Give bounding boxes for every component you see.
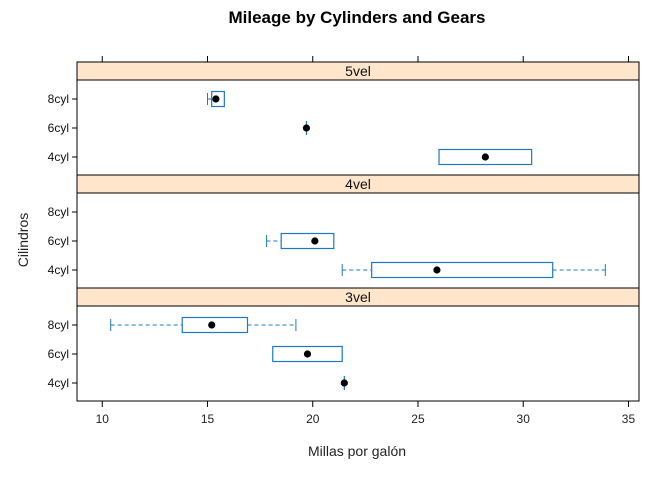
box-4vel-4cyl (371, 261, 554, 279)
median-dot-5vel-8cyl (212, 95, 220, 103)
y-category-label: 8cyl (48, 205, 69, 219)
x-tick-label: 15 (201, 412, 215, 426)
y-category-label: 4cyl (48, 376, 69, 390)
chart-title: Mileage by Cylinders and Gears (229, 8, 486, 27)
x-tick-label: 10 (96, 412, 110, 426)
panel-strip-label: 4vel (345, 176, 371, 192)
median-dot-5vel-6cyl (302, 124, 311, 132)
x-tick-label: 30 (517, 412, 531, 426)
y-category-label: 6cyl (48, 121, 69, 135)
panel-frame-3vel (76, 305, 640, 402)
median-dot-3vel-4cyl (340, 379, 348, 387)
y-axis-label: Cilindros (15, 213, 31, 267)
y-category-label: 4cyl (48, 263, 69, 277)
box-4vel-6cyl (280, 232, 335, 250)
panel-frame-4vel (76, 192, 640, 289)
x-tick-label: 35 (622, 412, 636, 426)
y-category-label: 6cyl (48, 347, 69, 361)
median-dot-4vel-4cyl (433, 266, 441, 274)
y-category-label: 4cyl (48, 150, 69, 164)
x-axis-label: Millas por galón (308, 443, 406, 459)
median-dot-3vel-6cyl (303, 350, 312, 358)
panels-group: 10 15 20 25 30 35 5vel 4cyl 6cyl 8cyl 4vel 4cyl 6cyl… (48, 56, 640, 426)
median-dot-5vel-4cyl (481, 153, 489, 161)
y-category-label: 8cyl (48, 318, 69, 332)
x-tick-label: 20 (306, 412, 320, 426)
y-category-label: 6cyl (48, 234, 69, 248)
panel-strip-label: 3vel (345, 289, 371, 305)
box-3vel-8cyl (181, 316, 249, 334)
median-dot-3vel-8cyl (208, 321, 216, 329)
median-dot-4vel-6cyl (311, 237, 319, 245)
box-5vel-4cyl (438, 148, 533, 166)
panel-strip-label: 5vel (345, 63, 371, 79)
x-tick-label: 25 (411, 412, 425, 426)
box-3vel-6cyl (272, 345, 343, 363)
y-category-label: 8cyl (48, 92, 69, 106)
panel-frame-5vel (76, 79, 640, 176)
box-5vel-8cyl (211, 90, 225, 108)
